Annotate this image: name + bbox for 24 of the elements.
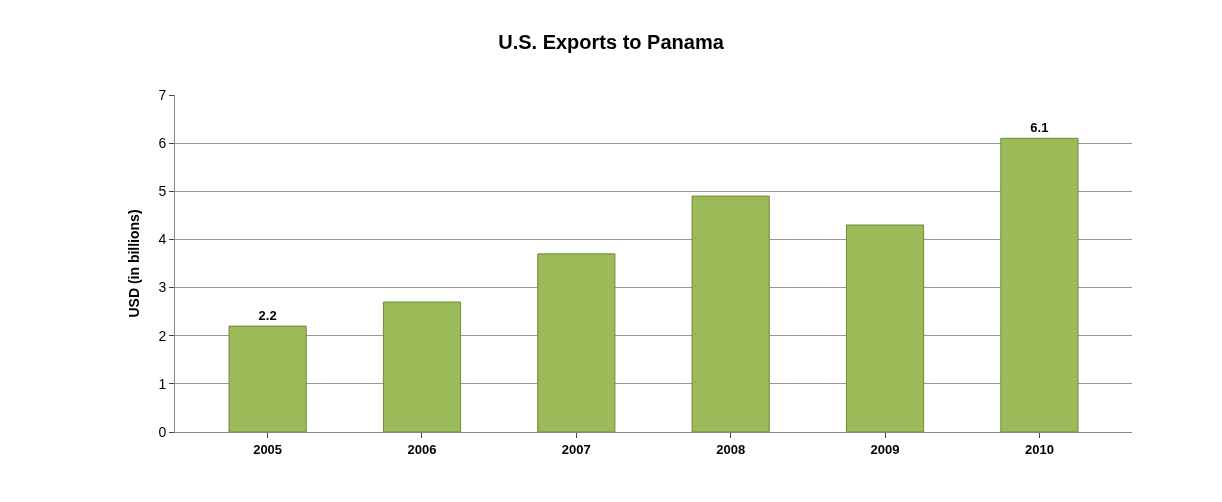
bar <box>845 224 925 432</box>
y-tick-label: 5 <box>158 183 167 200</box>
bar <box>228 325 307 432</box>
x-tick-label: 2008 <box>716 441 746 457</box>
bar <box>1000 137 1079 432</box>
bar <box>691 195 770 432</box>
y-axis-title: USD (in billions) <box>126 209 142 318</box>
y-tick-label: 1 <box>158 375 167 392</box>
y-tick-label: 6 <box>158 135 167 152</box>
x-tick-label: 2007 <box>561 441 591 457</box>
y-tick-label: 4 <box>158 231 167 248</box>
y-tick-label: 7 <box>158 86 167 103</box>
bar <box>537 253 616 432</box>
x-tick-label: 2009 <box>870 441 900 457</box>
x-tick-label: 2006 <box>407 441 437 457</box>
y-tick-label: 0 <box>158 423 167 440</box>
x-tick-label: 2010 <box>1024 441 1054 457</box>
y-tick-label: 2 <box>158 327 167 344</box>
x-tick-label: 2005 <box>253 441 283 457</box>
y-tick-label: 3 <box>158 279 167 296</box>
chart-title: U.S. Exports to Panama <box>498 31 725 54</box>
data-label: 6.1 <box>1030 120 1049 136</box>
data-label: 2.2 <box>258 308 277 324</box>
bar <box>382 301 462 432</box>
